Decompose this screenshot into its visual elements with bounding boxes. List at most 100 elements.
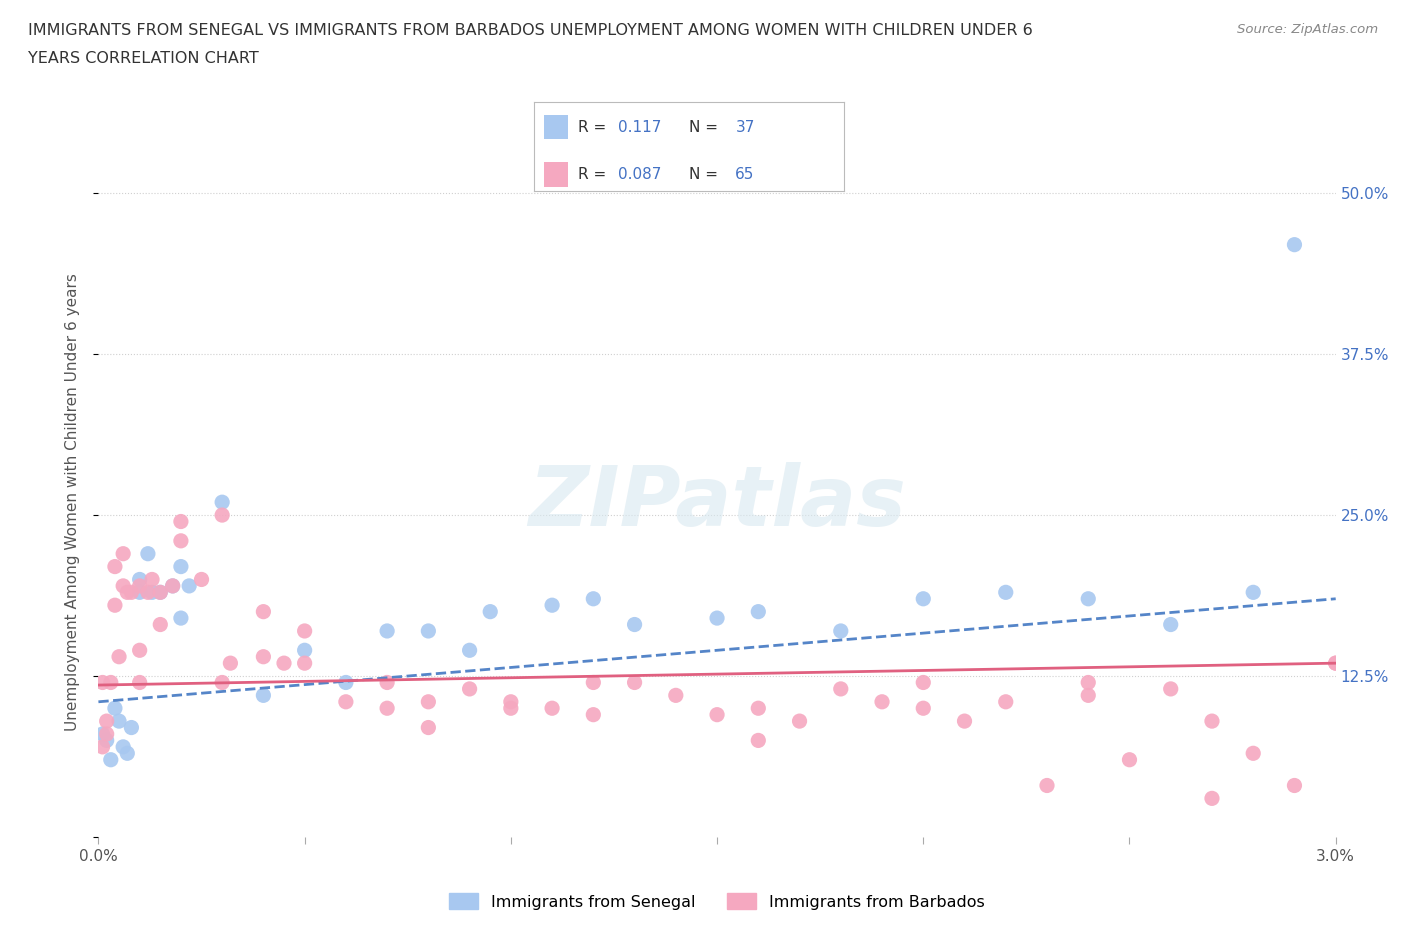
Point: [418, 720, 440, 735]
Bar: [544, 114, 568, 140]
Point: [211, 675, 233, 690]
Point: [162, 578, 184, 593]
Text: 65: 65: [735, 167, 755, 182]
Point: [458, 643, 481, 658]
Text: IMMIGRANTS FROM SENEGAL VS IMMIGRANTS FROM BARBADOS UNEMPLOYMENT AMONG WOMEN WIT: IMMIGRANTS FROM SENEGAL VS IMMIGRANTS FR…: [28, 23, 1033, 38]
Text: 0.087: 0.087: [617, 167, 661, 182]
Point: [582, 591, 605, 606]
Point: [623, 675, 645, 690]
Point: [112, 546, 135, 561]
Point: [141, 572, 163, 587]
Point: [706, 707, 728, 722]
Point: [273, 656, 295, 671]
Point: [375, 675, 398, 690]
Point: [335, 695, 357, 710]
Point: [665, 688, 688, 703]
Point: [541, 598, 564, 613]
Point: [108, 713, 131, 728]
Point: [252, 688, 274, 703]
Point: [108, 649, 131, 664]
Text: Source: ZipAtlas.com: Source: ZipAtlas.com: [1237, 23, 1378, 36]
Point: [117, 746, 139, 761]
Point: [418, 695, 440, 710]
Point: [91, 739, 114, 754]
Legend: Immigrants from Senegal, Immigrants from Barbados: Immigrants from Senegal, Immigrants from…: [443, 886, 991, 916]
Bar: [544, 163, 568, 187]
Point: [1284, 778, 1306, 793]
Point: [912, 701, 935, 716]
Point: [458, 682, 481, 697]
Text: N =: N =: [689, 167, 723, 182]
Point: [1077, 591, 1099, 606]
Point: [162, 578, 184, 593]
Point: [170, 559, 193, 574]
Point: [623, 618, 645, 632]
Point: [96, 726, 118, 741]
Point: [190, 572, 212, 587]
Point: [128, 675, 150, 690]
Point: [91, 726, 114, 741]
Point: [789, 713, 811, 728]
Point: [294, 643, 316, 658]
Point: [120, 585, 142, 600]
Point: [1284, 237, 1306, 252]
Point: [96, 713, 118, 728]
Point: [100, 675, 122, 690]
Point: [104, 598, 127, 613]
Point: [128, 572, 150, 587]
Text: N =: N =: [689, 120, 723, 135]
Point: [870, 695, 893, 710]
Point: [541, 701, 564, 716]
Point: [149, 618, 172, 632]
Point: [141, 585, 163, 600]
Point: [149, 585, 172, 600]
Point: [830, 682, 852, 697]
Point: [1201, 790, 1223, 805]
Point: [335, 675, 357, 690]
Point: [96, 733, 118, 748]
Point: [252, 649, 274, 664]
Text: YEARS CORRELATION CHART: YEARS CORRELATION CHART: [28, 51, 259, 66]
Point: [104, 701, 127, 716]
Point: [1201, 713, 1223, 728]
Text: 37: 37: [735, 120, 755, 135]
Point: [211, 495, 233, 510]
Point: [912, 591, 935, 606]
Point: [1324, 656, 1347, 671]
Text: 0.117: 0.117: [617, 120, 661, 135]
Point: [994, 585, 1017, 600]
Point: [211, 508, 233, 523]
Point: [1324, 656, 1347, 671]
Point: [128, 643, 150, 658]
Point: [1036, 778, 1059, 793]
Point: [170, 514, 193, 529]
Point: [219, 656, 242, 671]
Point: [112, 578, 135, 593]
Point: [136, 585, 159, 600]
Text: ZIPatlas: ZIPatlas: [529, 461, 905, 543]
Point: [120, 720, 142, 735]
Point: [179, 578, 201, 593]
Point: [117, 585, 139, 600]
Point: [170, 534, 193, 549]
Point: [128, 578, 150, 593]
Point: [418, 623, 440, 638]
Point: [830, 623, 852, 638]
Point: [706, 611, 728, 626]
Point: [100, 752, 122, 767]
Text: R =: R =: [578, 167, 610, 182]
Point: [375, 701, 398, 716]
Point: [747, 733, 769, 748]
Point: [582, 675, 605, 690]
Point: [128, 585, 150, 600]
Point: [747, 604, 769, 619]
Point: [1160, 682, 1182, 697]
Point: [582, 707, 605, 722]
Point: [112, 739, 135, 754]
Point: [294, 656, 316, 671]
Point: [149, 585, 172, 600]
Point: [912, 675, 935, 690]
Point: [747, 701, 769, 716]
Point: [375, 623, 398, 638]
Point: [479, 604, 502, 619]
